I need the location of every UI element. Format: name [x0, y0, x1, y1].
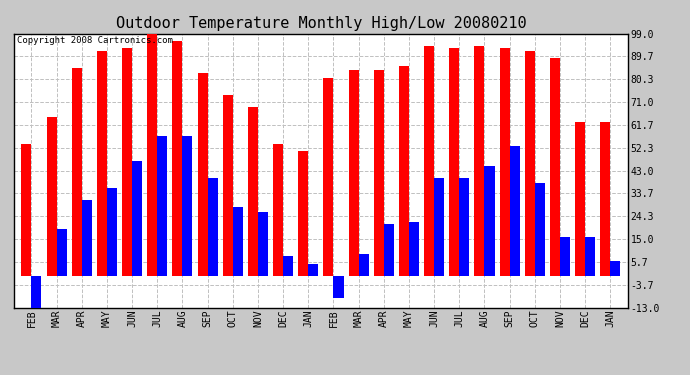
Bar: [57, 229, 67, 276]
Bar: [374, 70, 384, 276]
Bar: [248, 107, 258, 276]
Bar: [258, 212, 268, 276]
Bar: [409, 222, 419, 276]
Bar: [610, 261, 620, 276]
Bar: [510, 146, 520, 276]
Bar: [348, 70, 359, 276]
Bar: [500, 48, 510, 276]
Bar: [21, 144, 32, 276]
Bar: [434, 178, 444, 276]
Bar: [399, 66, 409, 276]
Bar: [72, 68, 81, 276]
Bar: [359, 254, 368, 276]
Bar: [333, 276, 344, 298]
Bar: [524, 51, 535, 276]
Bar: [273, 144, 283, 276]
Bar: [157, 136, 168, 276]
Bar: [81, 200, 92, 276]
Bar: [107, 188, 117, 276]
Bar: [308, 264, 318, 276]
Bar: [424, 46, 434, 276]
Bar: [384, 224, 394, 276]
Bar: [172, 41, 182, 276]
Bar: [97, 51, 107, 276]
Bar: [32, 276, 41, 308]
Bar: [560, 237, 570, 276]
Bar: [233, 207, 243, 276]
Bar: [132, 161, 142, 276]
Title: Outdoor Temperature Monthly High/Low 20080210: Outdoor Temperature Monthly High/Low 200…: [115, 16, 526, 31]
Bar: [46, 117, 57, 276]
Bar: [122, 48, 132, 276]
Text: Copyright 2008 Cartronics.com: Copyright 2008 Cartronics.com: [17, 36, 172, 45]
Bar: [324, 78, 333, 276]
Bar: [283, 256, 293, 276]
Bar: [197, 73, 208, 276]
Bar: [223, 95, 233, 276]
Bar: [600, 122, 610, 276]
Bar: [182, 136, 193, 276]
Bar: [575, 122, 585, 276]
Bar: [449, 48, 460, 276]
Bar: [535, 183, 545, 276]
Bar: [298, 151, 308, 276]
Bar: [147, 34, 157, 276]
Bar: [550, 58, 560, 276]
Bar: [585, 237, 595, 276]
Bar: [460, 178, 469, 276]
Bar: [208, 178, 217, 276]
Bar: [484, 166, 495, 276]
Bar: [475, 46, 484, 276]
